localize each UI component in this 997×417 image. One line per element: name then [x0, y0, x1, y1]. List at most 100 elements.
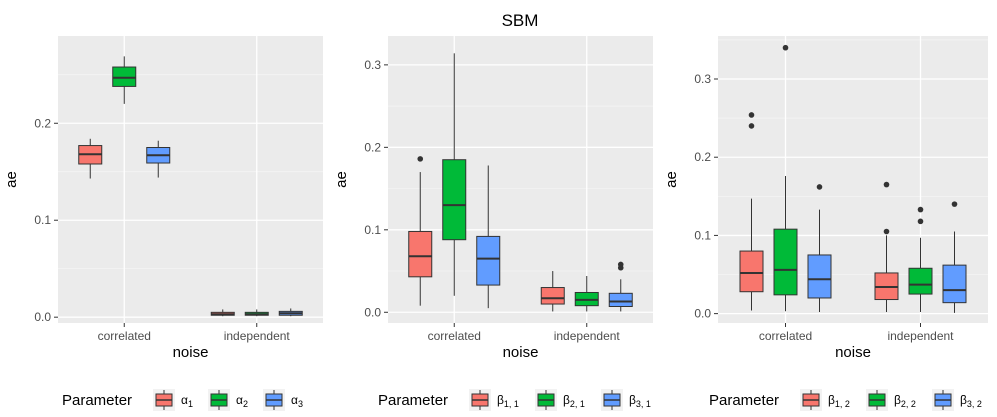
plot-background: [388, 36, 653, 323]
legend-label: α1: [181, 393, 193, 409]
legend-panel-3: Parameter β1, 2 β2, 2 β3, 2: [709, 389, 982, 411]
legend-label-subscript: 2: [243, 399, 248, 409]
legend-label-subscript: 2, 2: [901, 399, 916, 409]
legend-label-subscript: 3: [298, 399, 303, 409]
legend-label-subscript: 3, 2: [967, 399, 982, 409]
legend-label-symbol: β: [894, 393, 901, 407]
legend-label-symbol: α: [236, 393, 243, 407]
x-axis-title: noise: [503, 344, 539, 361]
x-tick-label: correlated: [428, 329, 481, 343]
box: [608, 292, 633, 308]
box: [942, 264, 967, 304]
y-tick-label: 0.2: [364, 140, 381, 154]
legend-entry-2: β2, 1: [535, 389, 585, 411]
legend-label-subscript: 1, 1: [504, 399, 519, 409]
boxplot-independent-series-3: [942, 201, 967, 313]
x-axis-title: noise: [835, 344, 871, 361]
boxplot-independent-series-3: [278, 308, 303, 317]
legend-label: α3: [291, 393, 303, 409]
chart-panel-3: 0.0 0.1 0.2 0.3 correlated independent noise ae: [663, 36, 988, 361]
outlier-point: [951, 201, 958, 207]
legend-entry-1: α1: [153, 389, 193, 411]
legend-label-symbol: α: [181, 393, 188, 407]
legend-entry-1: β1, 2: [800, 389, 850, 411]
boxplot-correlated-series-2: [442, 53, 467, 296]
y-axis-title: ae: [333, 171, 350, 188]
chart-panel-1: 0.0 0.1 0.2 correlated independent noise ae: [3, 36, 323, 361]
y-tick-label: 0.1: [34, 213, 51, 227]
boxplot-correlated-series-1: [408, 156, 433, 306]
legend-title: Parameter: [62, 392, 132, 409]
boxplot-independent-series-3: [608, 261, 633, 312]
box: [408, 230, 433, 278]
x-tick-label: independent: [554, 329, 621, 343]
legend-label-subscript: 3, 1: [636, 399, 651, 409]
y-tick-label: 0.3: [694, 72, 711, 86]
legend-label-subscript: 2, 1: [570, 399, 585, 409]
box: [908, 267, 933, 295]
legend-label-symbol: β: [497, 393, 504, 407]
legend-label: β1, 1: [497, 393, 519, 409]
y-axis-title: ae: [663, 171, 680, 188]
legend-panel-1: Parameter α1 α2 α3: [62, 389, 303, 411]
legend-label-subscript: 1: [188, 399, 193, 409]
box: [476, 235, 501, 286]
box: [540, 287, 565, 305]
y-tick-label: 0.3: [364, 58, 381, 72]
box: [739, 250, 764, 293]
boxplot-correlated-series-3: [476, 165, 501, 309]
x-axis-title: noise: [173, 344, 209, 361]
boxplot-correlated-series-3: [146, 140, 171, 178]
boxplot-correlated-series-2: [112, 56, 137, 104]
legend-entry-3: β3, 2: [932, 389, 982, 411]
outlier-point: [748, 112, 755, 118]
legend-label-symbol: β: [563, 393, 570, 407]
outlier-point: [782, 44, 789, 51]
boxplot-independent-series-1: [874, 181, 899, 313]
boxplot-correlated-series-3: [807, 184, 832, 313]
boxplot-independent-series-1: [210, 309, 235, 317]
legend-label: α2: [236, 393, 248, 409]
legend-entry-3: α3: [263, 389, 303, 411]
outlier-point: [917, 206, 924, 213]
legend-entry-2: β2, 2: [866, 389, 916, 411]
legend-label: β1, 2: [828, 393, 850, 409]
legend-label-symbol: β: [960, 393, 967, 407]
x-tick-label: independent: [224, 329, 291, 343]
y-tick-label: 0.1: [364, 223, 381, 237]
legend-title: Parameter: [378, 392, 448, 409]
legend-panel-2: Parameter β1, 1 β2, 1 β3, 1: [378, 389, 651, 411]
boxplot-independent-series-2: [574, 275, 599, 312]
y-tick-label: 0.0: [364, 305, 381, 319]
legend-label: β2, 2: [894, 393, 916, 409]
outlier-point: [816, 184, 823, 190]
figure-title: SBM: [502, 11, 539, 30]
outlier-point: [617, 261, 624, 268]
legend-entry-3: β3, 1: [601, 389, 651, 411]
legend-label: β2, 1: [563, 393, 585, 409]
legend-label: β3, 2: [960, 393, 982, 409]
x-tick-label: correlated: [759, 329, 812, 343]
outlier-point: [417, 156, 424, 162]
box: [773, 228, 798, 296]
outlier-point: [883, 228, 890, 235]
box: [442, 159, 467, 241]
legend-entry-2: α2: [208, 389, 248, 411]
boxplot-correlated-series-1: [739, 112, 764, 311]
legend-label-symbol: β: [629, 393, 636, 407]
chart-panel-2: 0.0 0.1 0.2 0.3 correlated independent noise ae: [333, 36, 653, 361]
outlier-point: [883, 181, 890, 188]
boxplot-independent-series-2: [908, 206, 933, 313]
legend-label-subscript: 1, 2: [835, 399, 850, 409]
y-tick-label: 0.2: [694, 150, 711, 164]
boxplot-correlated-series-2: [773, 44, 798, 312]
legend-entry-1: β1, 1: [469, 389, 519, 411]
boxplot-independent-series-2: [244, 309, 269, 317]
plot-background: [58, 36, 323, 323]
y-tick-label: 0.0: [694, 307, 711, 321]
boxplot-independent-series-1: [540, 271, 565, 312]
x-tick-label: correlated: [98, 329, 151, 343]
legend-title: Parameter: [709, 392, 779, 409]
legend-label-symbol: β: [828, 393, 835, 407]
